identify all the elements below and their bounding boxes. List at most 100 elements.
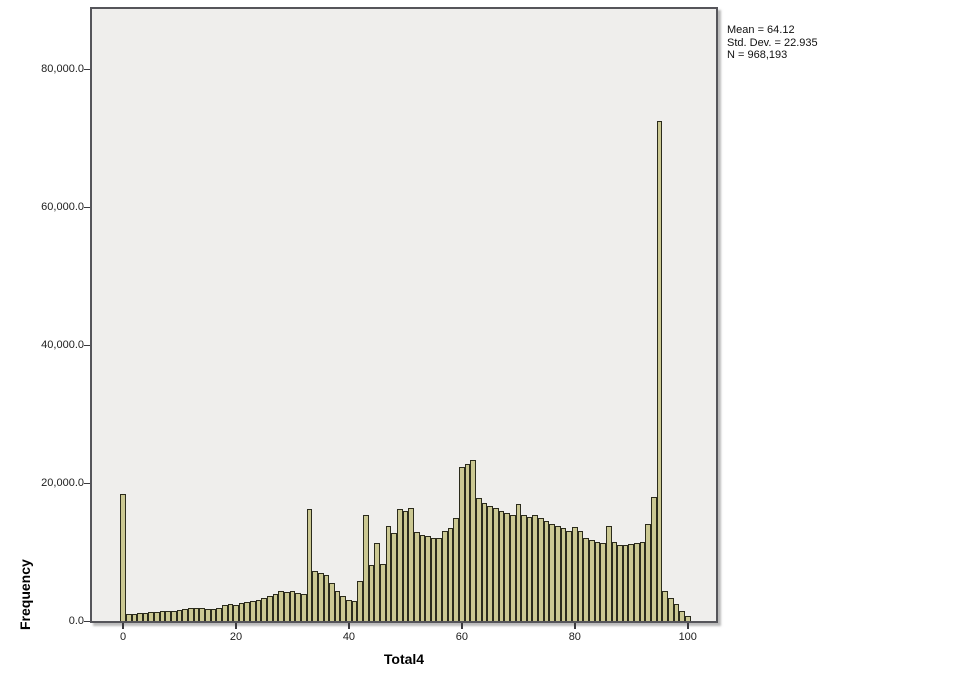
- x-tick-mark: [122, 623, 124, 629]
- histogram-bar: [329, 583, 335, 621]
- histogram-bar: [442, 531, 448, 621]
- histogram-bar: [323, 574, 330, 621]
- bars-layer: [92, 9, 716, 621]
- histogram-bar: [278, 591, 284, 621]
- histogram-bar: [210, 608, 217, 621]
- y-tick-mark: [84, 206, 90, 209]
- histogram-bar: [255, 599, 262, 621]
- histogram-bar: [639, 541, 646, 621]
- histogram-bar: [131, 614, 138, 621]
- histogram-bar: [515, 504, 522, 621]
- x-tick-mark: [461, 623, 463, 629]
- histogram-bar: [413, 532, 420, 621]
- histogram-bar: [572, 527, 578, 621]
- x-tick-label: 0: [119, 631, 127, 643]
- histogram-bar: [588, 540, 595, 621]
- histogram-bar: [272, 594, 279, 621]
- stats-n: N = 968,193: [727, 49, 788, 61]
- histogram-bar: [622, 545, 629, 621]
- histogram-bar: [142, 613, 149, 621]
- y-tick-mark: [84, 68, 90, 71]
- histogram-bar: [374, 543, 380, 621]
- histogram-bar: [459, 467, 465, 621]
- histogram-bar: [470, 459, 476, 621]
- y-tick-label: 40,000.0: [41, 339, 84, 351]
- y-tick-mark: [84, 482, 90, 484]
- y-tick-label: 0.0: [68, 615, 84, 627]
- x-tick-label: 100: [678, 631, 697, 643]
- histogram-bar: [594, 542, 601, 621]
- histogram-bar: [476, 498, 482, 621]
- histogram-bar: [436, 537, 443, 621]
- histogram-bar: [504, 512, 510, 621]
- histogram-bar: [159, 611, 166, 621]
- histogram-bar: [284, 592, 290, 621]
- histogram-bar: [464, 463, 471, 621]
- histogram-bar: [176, 609, 183, 621]
- histogram-bar: [204, 608, 211, 621]
- histogram-bar: [532, 514, 539, 621]
- histogram-bar: [391, 533, 397, 621]
- histogram-bar: [396, 508, 403, 621]
- histogram-bar: [250, 600, 256, 621]
- y-tick-mark: [84, 620, 90, 622]
- histogram-bar: [555, 525, 561, 621]
- histogram-bar: [560, 527, 567, 621]
- histogram-bar: [430, 538, 437, 621]
- stats-mean: Mean = 64.12: [727, 24, 795, 36]
- histogram-bar: [193, 607, 200, 621]
- y-tick-label: 60,000.0: [41, 201, 84, 214]
- histogram-bar: [487, 505, 493, 621]
- histogram-bar: [346, 599, 352, 621]
- histogram-bar: [684, 616, 691, 621]
- histogram-bar: [137, 613, 143, 621]
- histogram-bar: [481, 503, 488, 621]
- histogram-bar: [261, 598, 268, 621]
- histogram-bar: [538, 517, 544, 621]
- x-tick-label: 40: [342, 631, 356, 643]
- histogram-bar: [668, 598, 674, 621]
- histogram-bar: [543, 520, 550, 621]
- histogram-bar: [317, 572, 324, 621]
- histogram-bar: [334, 591, 341, 621]
- histogram-bar: [453, 517, 460, 621]
- x-axis-title: Total4: [383, 651, 425, 667]
- x-tick-mark: [574, 623, 576, 629]
- plot-area: [90, 7, 718, 623]
- y-tick-label: 20,000.0: [41, 477, 84, 489]
- histogram-bar: [295, 593, 301, 621]
- histogram-bar: [408, 507, 414, 621]
- histogram-bar: [673, 604, 680, 621]
- histogram-bar: [357, 580, 364, 621]
- histogram-bar: [566, 530, 572, 621]
- histogram-bar: [199, 608, 205, 621]
- histogram-bar: [526, 516, 533, 621]
- y-tick-label: 80,000.0: [41, 63, 84, 76]
- histogram-bar: [447, 527, 454, 621]
- x-tick-mark: [235, 623, 237, 629]
- x-tick-mark: [687, 623, 689, 629]
- histogram-bar: [492, 507, 499, 621]
- histogram-bar: [233, 605, 239, 621]
- histogram-bar: [645, 523, 652, 621]
- x-tick-mark: [348, 623, 350, 629]
- histogram-bar: [227, 604, 234, 621]
- y-tick-mark: [84, 344, 90, 346]
- histogram-bar: [419, 535, 426, 621]
- histogram-bar: [154, 612, 160, 621]
- histogram-bar: [120, 493, 126, 621]
- histogram-bar: [651, 497, 657, 621]
- histogram-bar: [267, 596, 273, 621]
- histogram-bar: [656, 121, 663, 621]
- histogram-bar: [148, 612, 155, 621]
- histogram-bar: [549, 523, 556, 621]
- histogram-bar: [425, 536, 431, 621]
- histogram-bar: [402, 510, 409, 621]
- histogram-bar: [385, 526, 392, 621]
- histogram-bar: [300, 594, 307, 621]
- stats-stddev: Std. Dev. = 22.935: [727, 36, 818, 49]
- histogram-bar: [498, 510, 505, 621]
- histogram-bar: [165, 610, 172, 621]
- histogram-bar: [289, 591, 296, 621]
